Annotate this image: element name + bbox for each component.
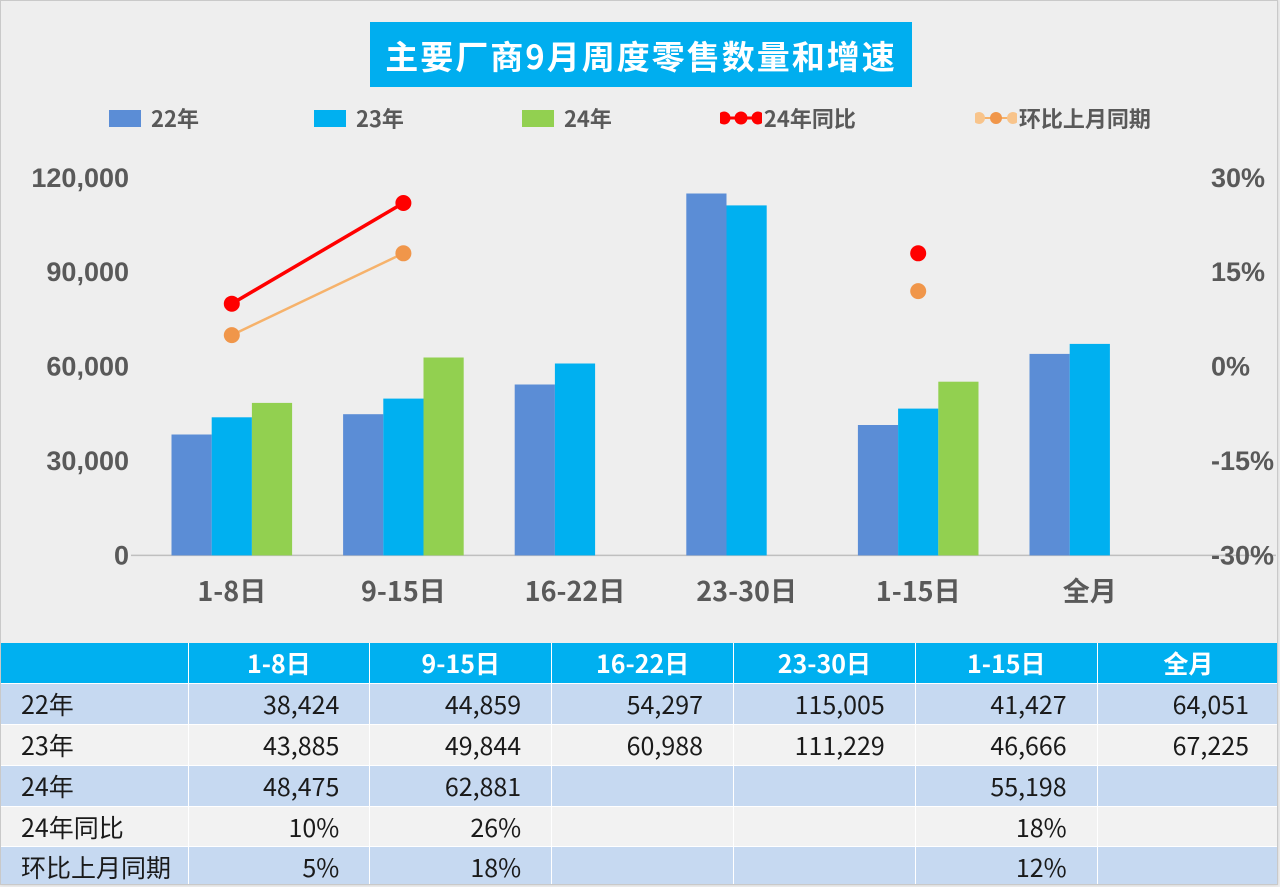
svg-text:23-30日: 23-30日 — [696, 570, 797, 609]
svg-text:-15%: -15% — [1211, 446, 1274, 476]
svg-text:15%: 15% — [1211, 257, 1265, 287]
svg-text:全月: 全月 — [1063, 570, 1117, 609]
svg-text:1-15日: 1-15日 — [876, 570, 961, 609]
svg-text:90,000: 90,000 — [46, 257, 129, 287]
svg-text:30%: 30% — [1211, 163, 1265, 193]
svg-text:60,000: 60,000 — [46, 352, 129, 382]
svg-text:0%: 0% — [1211, 352, 1250, 382]
svg-text:0: 0 — [114, 540, 129, 570]
svg-text:30,000: 30,000 — [46, 446, 129, 476]
svg-text:16-22日: 16-22日 — [525, 570, 626, 609]
svg-text:120,000: 120,000 — [31, 163, 129, 193]
svg-text:9-15日: 9-15日 — [361, 570, 446, 609]
svg-text:1-8日: 1-8日 — [197, 570, 266, 609]
svg-text:-30%: -30% — [1211, 540, 1274, 570]
